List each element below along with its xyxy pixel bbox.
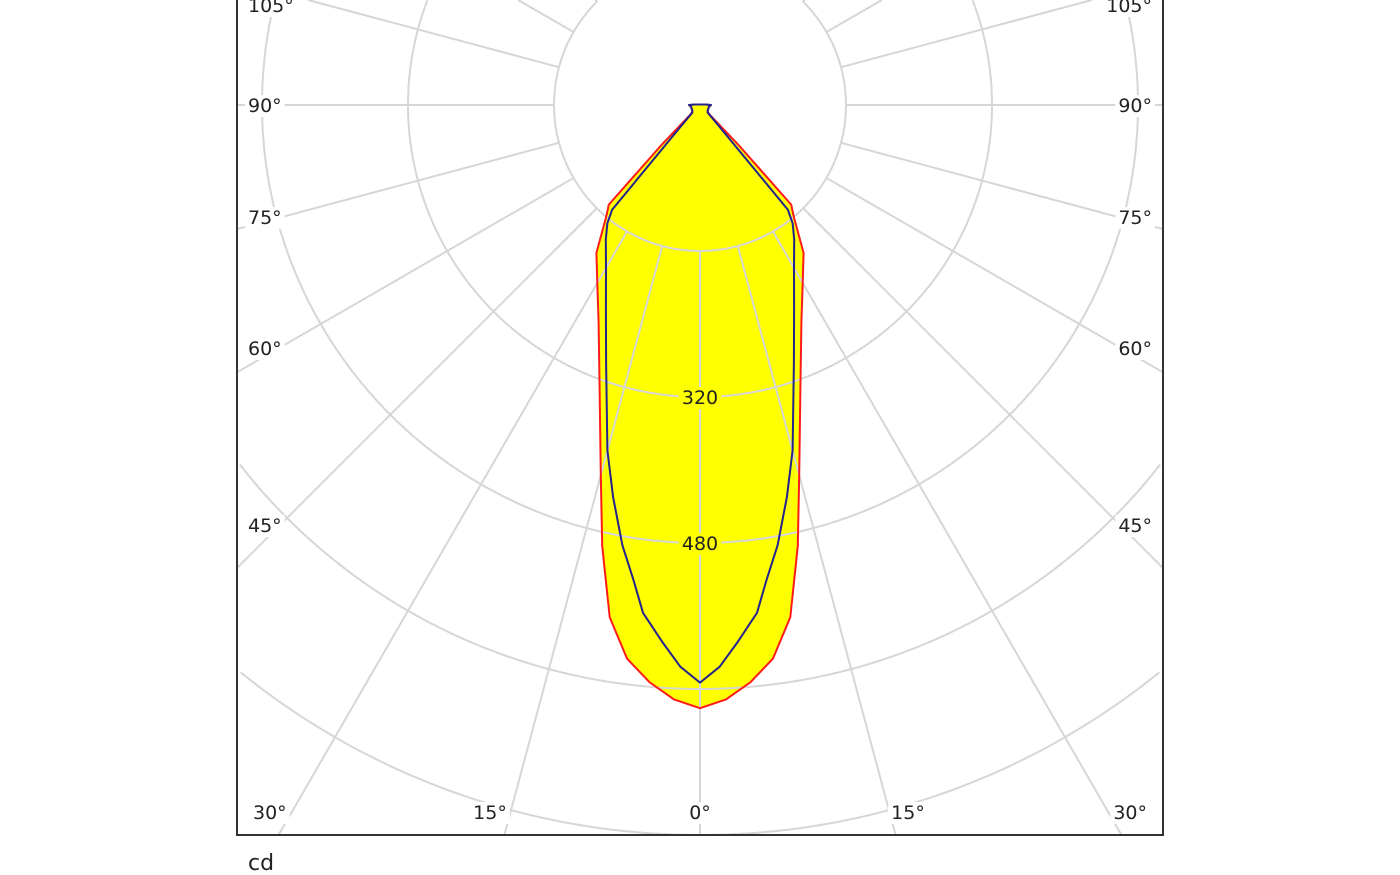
- grid-spoke: [802, 207, 1164, 569]
- label-background: [470, 802, 510, 824]
- ring-label: 480: [682, 533, 718, 555]
- angle-label-right: 60°: [1118, 338, 1152, 360]
- label-background: [245, 338, 285, 360]
- grid-spoke: [236, 141, 560, 231]
- grid-ring: [239, 463, 1161, 690]
- angle-label-bottom: 0°: [689, 802, 711, 824]
- angle-label-left: 75°: [248, 207, 282, 229]
- angle-label-left: 90°: [248, 95, 282, 117]
- grid-spoke: [825, 177, 1164, 374]
- series-line-1: [604, 103, 796, 684]
- angle-label-left: 30°: [253, 802, 287, 824]
- grid-spoke: [594, 0, 598, 3]
- label-background: [888, 802, 928, 824]
- label-background: [245, 95, 285, 117]
- grid-ring: [261, 2, 1139, 544]
- angle-label-right: 30°: [1113, 802, 1147, 824]
- light-distribution-curves: [595, 103, 805, 710]
- grid-spoke: [736, 245, 897, 836]
- grid-ring: [553, 0, 847, 252]
- label-background: [250, 802, 290, 824]
- angle-label-right: 75°: [1118, 207, 1152, 229]
- label-background: [1115, 207, 1155, 229]
- label-background: [1103, 0, 1155, 17]
- angle-label-right: 105°: [1106, 0, 1152, 17]
- label-background: [686, 802, 714, 824]
- grid-spoke: [840, 0, 1093, 69]
- grid-spoke: [503, 245, 664, 836]
- ring-label: 320: [682, 387, 718, 409]
- angle-label-left: 45°: [248, 515, 282, 537]
- grid-spoke: [277, 230, 628, 836]
- label-background: [245, 207, 285, 229]
- angle-label-left: 60°: [248, 338, 282, 360]
- label-background: [678, 533, 722, 555]
- angle-label-right: 90°: [1118, 95, 1152, 117]
- grid-spoke: [307, 0, 560, 69]
- grid-spoke: [517, 0, 575, 33]
- angle-label-bottom: 15°: [891, 802, 925, 824]
- grid-spoke: [840, 141, 1164, 231]
- label-background: [678, 387, 722, 409]
- grid-spoke: [772, 230, 1123, 836]
- label-background: [245, 0, 297, 17]
- angle-label-bottom: 15°: [473, 802, 507, 824]
- label-background: [1115, 95, 1155, 117]
- angle-label-right: 45°: [1118, 515, 1152, 537]
- label-background: [1115, 515, 1155, 537]
- grid-spoke: [825, 0, 883, 33]
- grid-ring: [239, 671, 1161, 836]
- unit-label: cd: [248, 851, 274, 875]
- chart-frame: [236, 0, 1164, 836]
- angle-label-left: 105°: [248, 0, 294, 17]
- label-background: [1115, 338, 1155, 360]
- label-background: [245, 515, 285, 537]
- grid-spoke: [236, 177, 575, 374]
- axis-labels: 105° 90° 75° 60° 45° 30° 105° 90° 75° 60° 45° 30° 15…: [245, 0, 1155, 824]
- grid-spoke: [236, 207, 598, 569]
- grid-spoke: [802, 0, 806, 3]
- label-background: [1110, 802, 1150, 824]
